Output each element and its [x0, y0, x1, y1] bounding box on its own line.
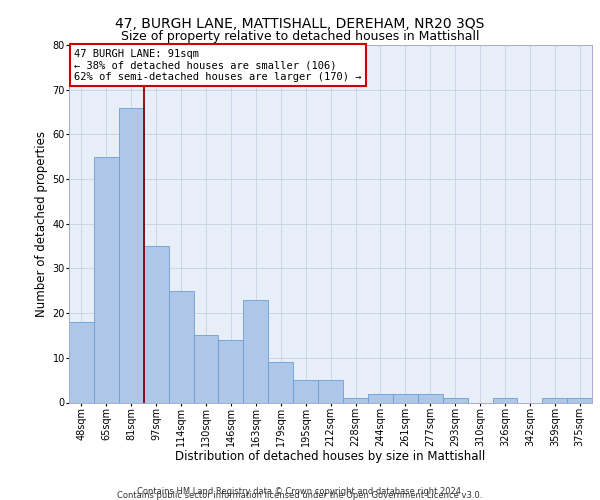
Bar	[318, 380, 343, 402]
Bar	[567, 398, 592, 402]
Text: 47 BURGH LANE: 91sqm
← 38% of detached houses are smaller (106)
62% of semi-deta: 47 BURGH LANE: 91sqm ← 38% of detached h…	[74, 48, 362, 82]
Bar	[493, 398, 517, 402]
X-axis label: Distribution of detached houses by size in Mattishall: Distribution of detached houses by size …	[175, 450, 486, 464]
Text: Size of property relative to detached houses in Mattishall: Size of property relative to detached ho…	[121, 30, 479, 43]
Bar	[418, 394, 443, 402]
Bar	[343, 398, 368, 402]
Text: Contains public sector information licensed under the Open Government Licence v3: Contains public sector information licen…	[118, 491, 482, 500]
Text: 47, BURGH LANE, MATTISHALL, DEREHAM, NR20 3QS: 47, BURGH LANE, MATTISHALL, DEREHAM, NR2…	[115, 18, 485, 32]
Bar	[169, 291, 194, 403]
Bar	[443, 398, 467, 402]
Bar	[194, 336, 218, 402]
Bar	[69, 322, 94, 402]
Bar	[393, 394, 418, 402]
Y-axis label: Number of detached properties: Number of detached properties	[35, 130, 48, 317]
Bar	[94, 156, 119, 402]
Bar	[218, 340, 244, 402]
Bar	[293, 380, 318, 402]
Bar	[244, 300, 268, 403]
Text: Contains HM Land Registry data © Crown copyright and database right 2024.: Contains HM Land Registry data © Crown c…	[137, 487, 463, 496]
Bar	[268, 362, 293, 403]
Bar	[119, 108, 144, 403]
Bar	[368, 394, 393, 402]
Bar	[542, 398, 567, 402]
Bar	[144, 246, 169, 402]
